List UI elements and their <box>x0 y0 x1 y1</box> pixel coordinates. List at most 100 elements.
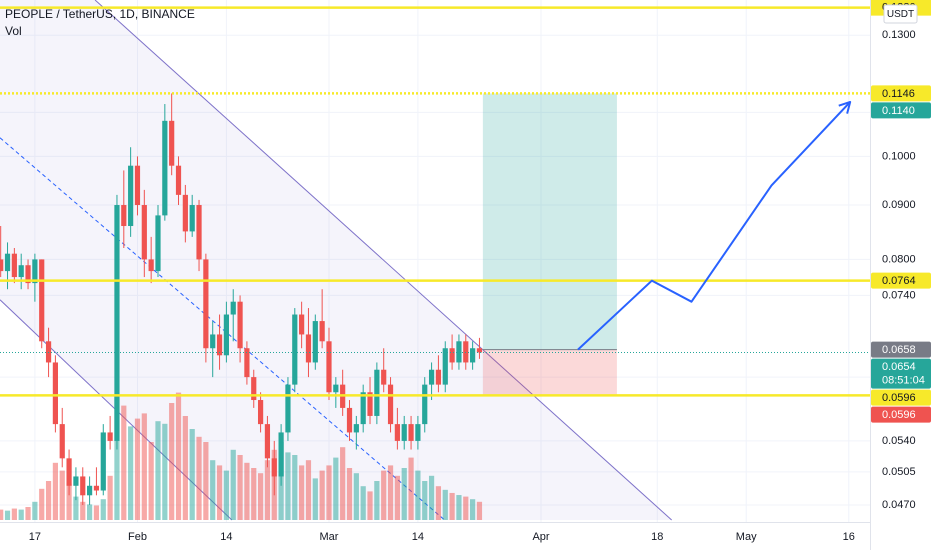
candle-body <box>25 265 31 284</box>
price-badge-label: 0.1146 <box>882 88 915 100</box>
y-tick-label: 0.1300 <box>882 29 916 41</box>
price-badge-label: 0.0654 <box>882 361 916 373</box>
candle-body <box>11 253 17 278</box>
volume-bar <box>100 499 106 520</box>
candle-body <box>333 384 339 393</box>
volume-bar <box>401 468 407 520</box>
volume-bar <box>292 455 298 520</box>
levels <box>0 6 870 397</box>
x-tick-label: 14 <box>220 531 232 543</box>
volume-bar <box>381 470 387 520</box>
candle-body <box>230 301 236 315</box>
candle-body <box>442 348 448 385</box>
candle-body <box>52 362 59 425</box>
candle-body <box>312 321 318 363</box>
volume-bar <box>264 460 271 520</box>
candle-body <box>408 424 414 441</box>
candle-body <box>326 341 332 393</box>
candle-body <box>353 424 359 433</box>
volume-bar <box>0 509 4 520</box>
candle-body <box>299 314 305 335</box>
volume-bar <box>299 465 305 520</box>
candle-body <box>401 424 407 441</box>
candle-body <box>107 432 113 441</box>
y-tick-label: 0.1000 <box>882 150 916 162</box>
volume-bar <box>422 481 428 520</box>
candle-body <box>435 369 442 385</box>
candle-body <box>346 407 353 433</box>
candle-body <box>292 314 298 385</box>
volume-bar <box>216 465 223 520</box>
volume-bar <box>189 429 195 520</box>
price-badge-label: 0.0596 <box>882 392 916 404</box>
candle-body <box>374 369 380 416</box>
volume-bar <box>203 442 209 520</box>
volume-bar <box>11 508 17 520</box>
candle-body <box>114 205 120 441</box>
projection <box>577 100 852 351</box>
indicator-label: Vol <box>5 24 22 38</box>
y-tick-label: 0.0505 <box>882 466 916 478</box>
candle-body <box>148 259 154 272</box>
price-badge-label: 0.0658 <box>882 344 916 356</box>
candle-body <box>18 265 24 278</box>
candle-body <box>387 384 394 425</box>
volume-bar <box>442 489 448 520</box>
candle-body <box>128 165 134 227</box>
stop-zone <box>482 349 617 396</box>
y-tick-label: 0.0540 <box>882 435 916 447</box>
candle-body <box>257 400 264 425</box>
volume-bar <box>394 475 400 520</box>
volume-bar <box>32 501 38 520</box>
volume-bar <box>435 486 442 520</box>
candle-body <box>162 120 168 216</box>
price-badge-label: 0.0596 <box>882 409 916 421</box>
price-badge <box>871 102 931 119</box>
candle-body <box>86 485 93 496</box>
candle-body <box>381 369 387 385</box>
y-tick-label: 0.0470 <box>882 499 916 511</box>
candle-body <box>4 253 11 272</box>
volume-bar <box>367 491 373 520</box>
candle-body <box>216 334 223 356</box>
candle-body <box>394 424 400 441</box>
countdown-label: 08:51:04 <box>882 375 925 387</box>
volume-bar <box>257 473 264 520</box>
x-tick-label: Apr <box>532 531 549 543</box>
candle-body <box>456 341 462 363</box>
candle-body <box>39 259 45 342</box>
candle-body <box>285 384 291 433</box>
x-tick-label: 14 <box>412 531 424 543</box>
projection-path <box>577 101 851 351</box>
candle-body <box>476 348 483 353</box>
x-tick-label: May <box>736 531 757 543</box>
candle-body <box>134 165 141 206</box>
volume-bar <box>93 505 100 520</box>
price-badge <box>871 85 931 102</box>
volume-bar <box>121 405 127 520</box>
candle-body <box>182 194 188 232</box>
position-tool <box>482 93 617 396</box>
volume-bar <box>196 436 202 520</box>
volume-bar <box>360 486 366 520</box>
volume-bar <box>169 403 175 520</box>
volume-bar <box>25 507 31 520</box>
volume-bar <box>244 462 250 520</box>
volume-bar <box>18 509 24 520</box>
candle-body <box>141 205 147 260</box>
candle-body <box>319 321 325 342</box>
candle-body <box>59 424 65 459</box>
volume-bar <box>175 392 182 520</box>
candle-body <box>189 205 195 232</box>
currency-badge[interactable] <box>883 4 918 24</box>
candle-body <box>203 259 209 349</box>
volume-bar <box>456 495 462 520</box>
volume-bar <box>319 470 325 520</box>
volume-bar <box>251 468 257 520</box>
volume-bar <box>128 426 134 520</box>
volume-bar <box>80 501 86 520</box>
candle-body <box>463 341 469 363</box>
volume-bar <box>326 465 332 520</box>
